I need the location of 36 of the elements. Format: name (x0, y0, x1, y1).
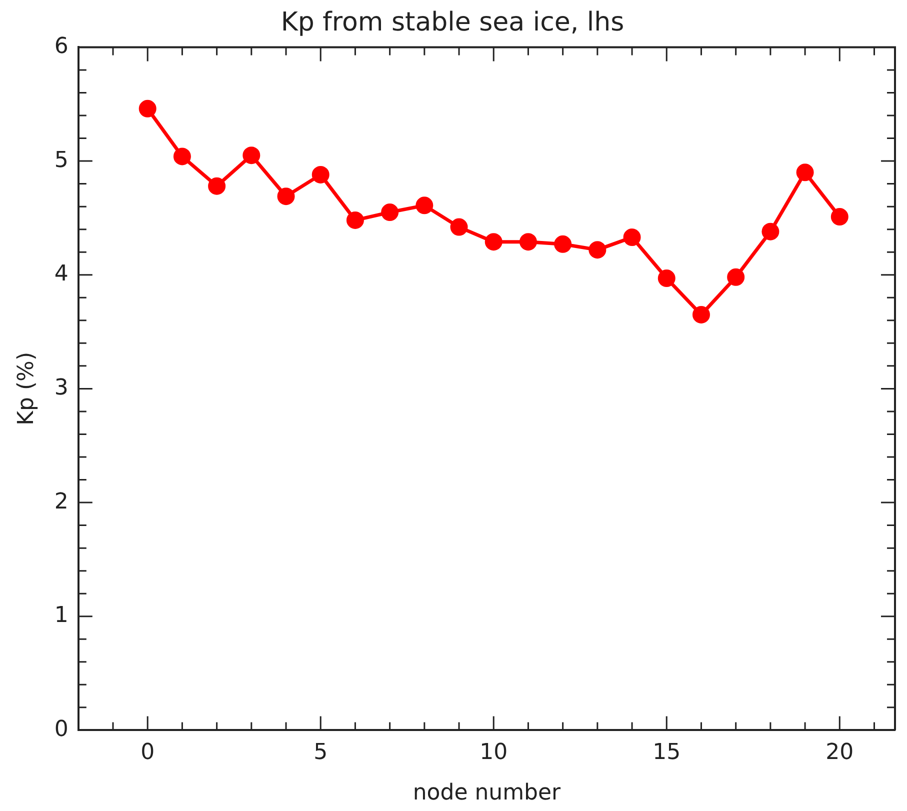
x-tick-label: 0 (140, 740, 155, 766)
point (242, 146, 260, 164)
point (381, 204, 399, 222)
y-tick-label: 1 (54, 603, 68, 628)
y-tick-label: 4 (54, 262, 68, 287)
point (519, 233, 537, 251)
y-tick-label: 5 (54, 148, 68, 173)
point (173, 148, 191, 166)
point (830, 208, 848, 226)
x-tick-label: 5 (314, 740, 328, 766)
point (346, 211, 364, 229)
point (588, 241, 606, 259)
point (138, 100, 156, 118)
y-axis-title: Kp (%) (14, 352, 39, 426)
point (554, 235, 572, 253)
point (277, 188, 295, 206)
point (416, 196, 434, 214)
x-tick-label: 15 (652, 740, 681, 766)
point (312, 166, 330, 184)
point (658, 270, 676, 288)
point (762, 222, 780, 240)
point (208, 177, 226, 195)
point (484, 233, 502, 251)
point (450, 218, 468, 236)
x-tick-label: 20 (826, 740, 854, 766)
y-tick-label: 6 (54, 34, 68, 59)
x-axis-title: node number (412, 780, 562, 806)
point (623, 228, 641, 246)
y-tick-label: 0 (54, 716, 68, 742)
chart-title: Kp from stable sea ice, lhs (280, 7, 624, 38)
point (727, 268, 745, 286)
y-tick-label: 2 (54, 489, 68, 514)
point (796, 164, 814, 182)
x-tick-label: 10 (480, 740, 508, 766)
y-tick-label: 3 (54, 375, 68, 400)
point (692, 306, 710, 324)
